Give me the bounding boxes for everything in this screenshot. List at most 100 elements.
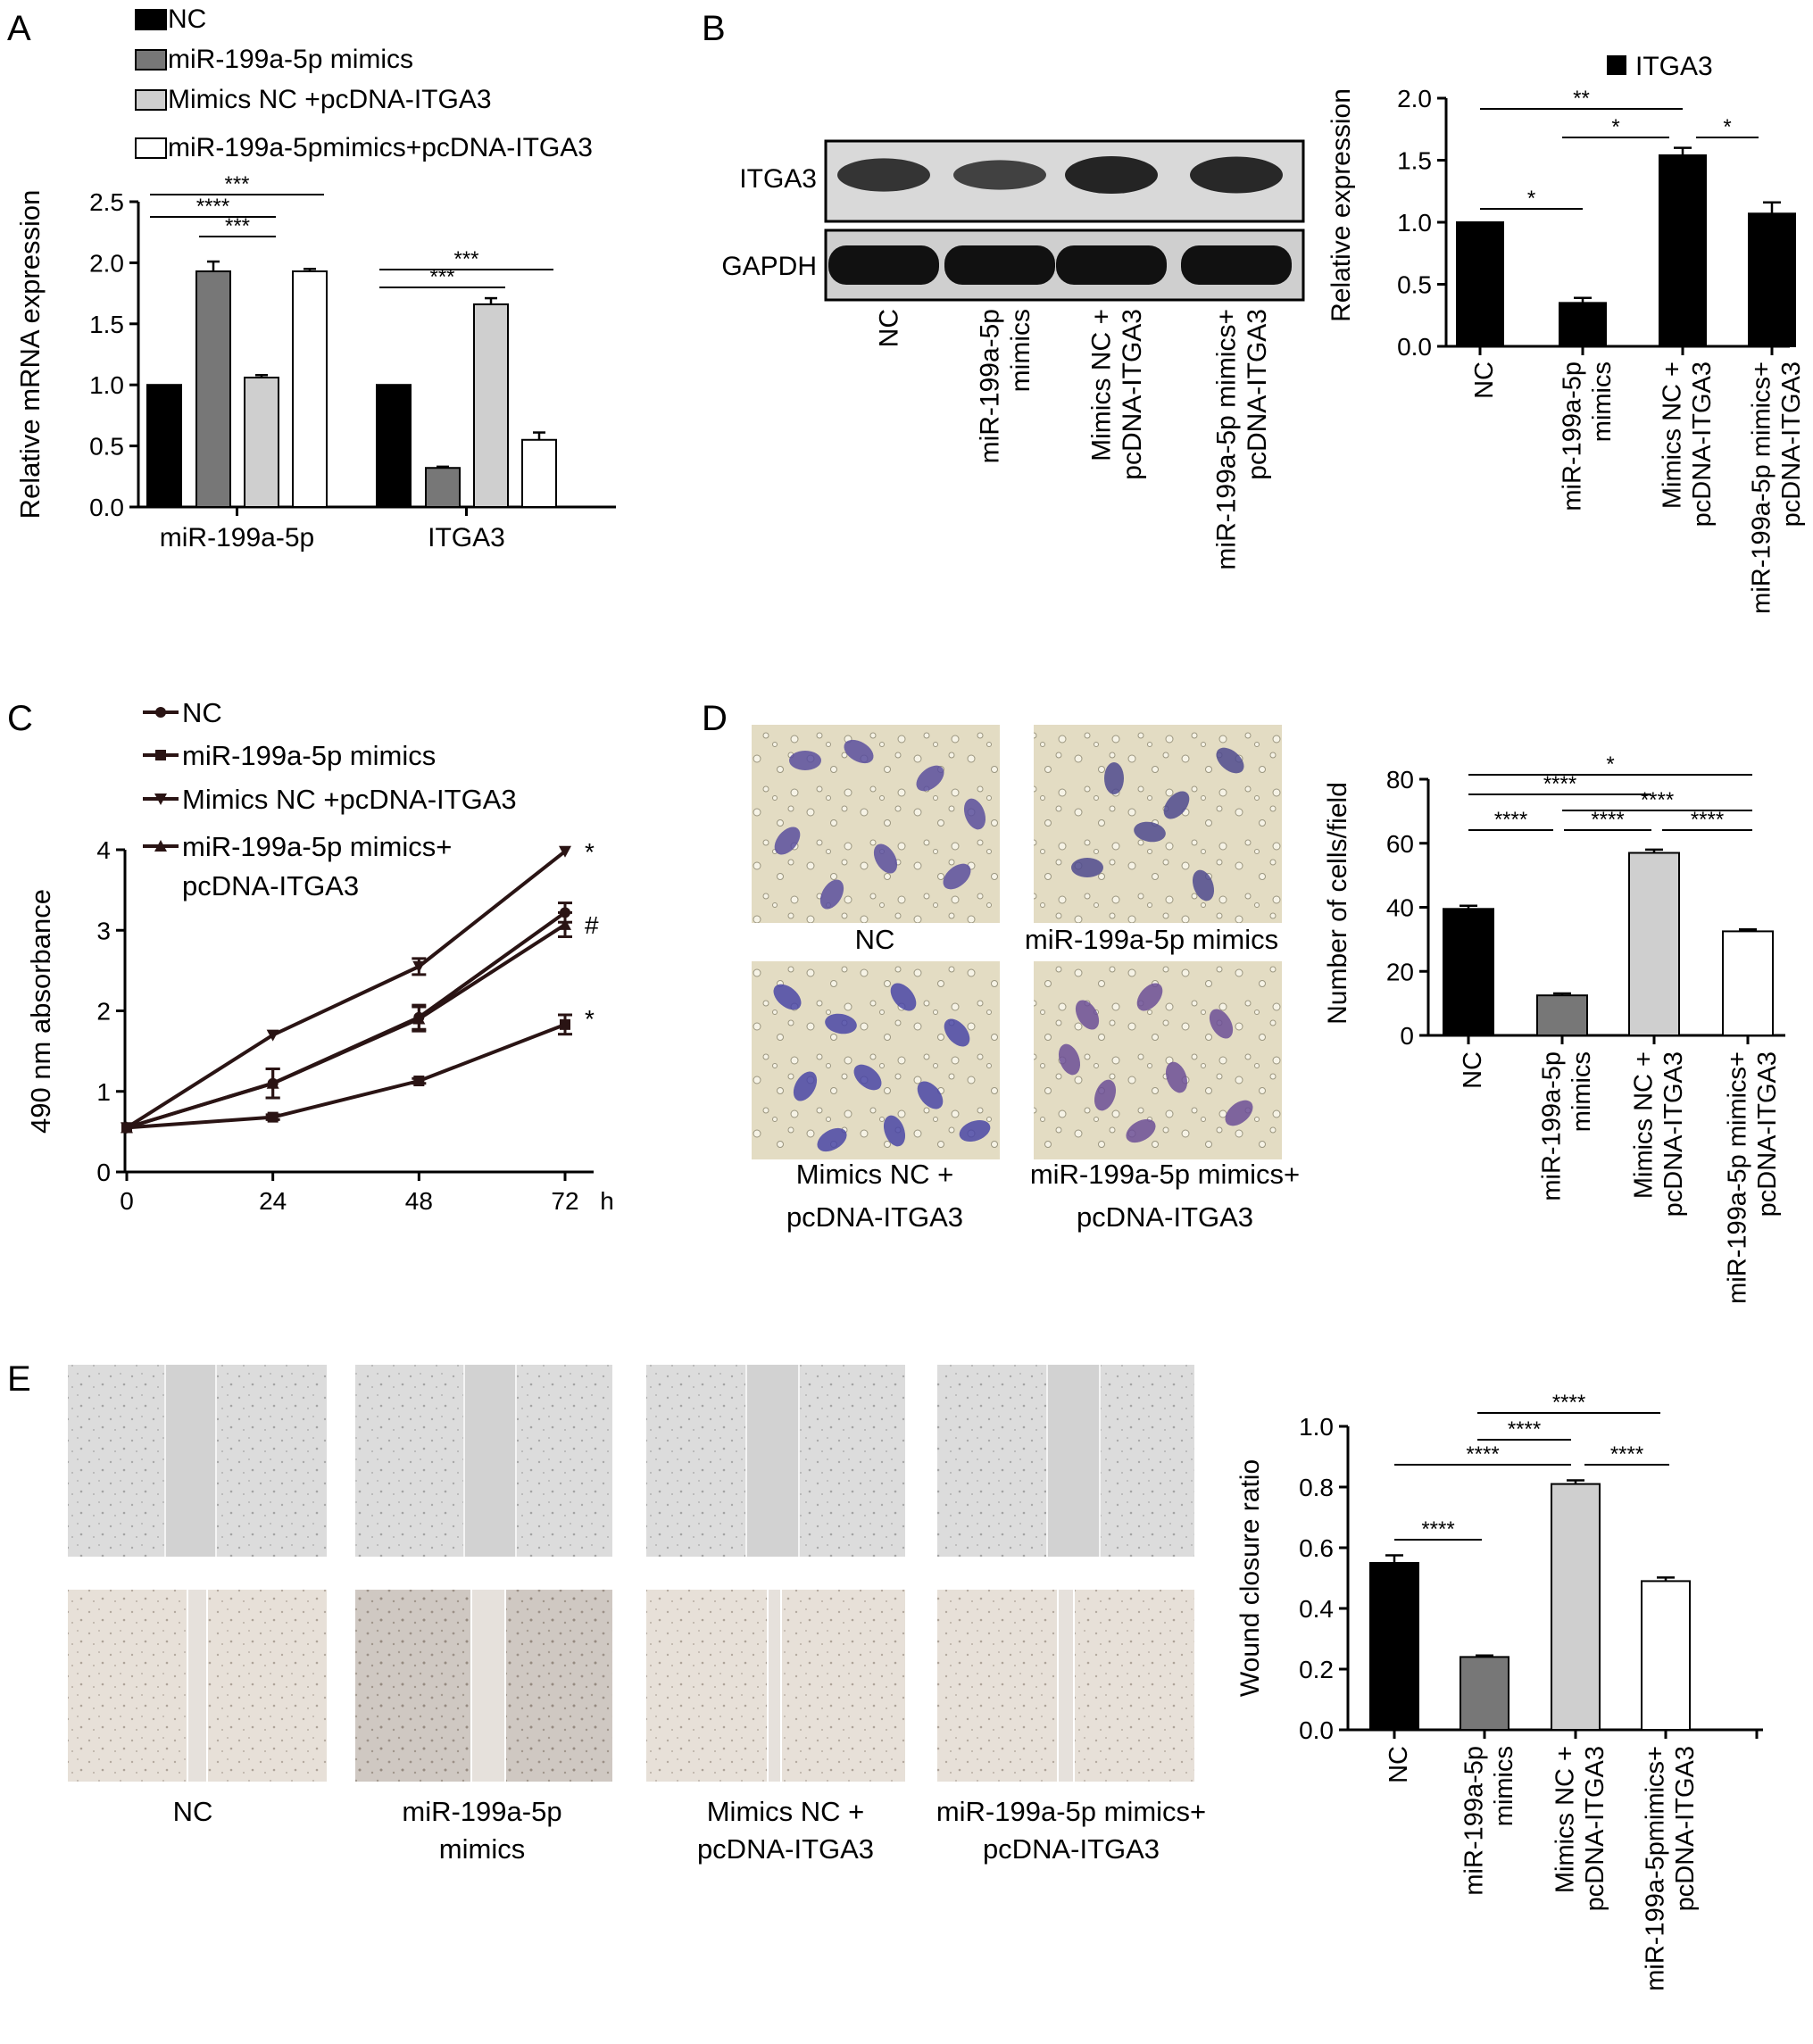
micrograph-cell <box>1126 1118 1156 1143</box>
bar <box>1536 994 1588 1036</box>
series-line <box>126 1022 566 1130</box>
chart-c-x-tick-label: 48 <box>405 1187 433 1215</box>
legend-label: NC <box>182 697 222 728</box>
data-point <box>412 960 426 973</box>
chart-d-x-tick-label: miR-199a-5p mimics+ pcDNA-ITGA3 <box>1723 1051 1781 1304</box>
blot-lane-label: NC <box>875 309 904 347</box>
micrograph-cell <box>1192 869 1215 902</box>
micrograph-caption-mimics-itga3: miR-199a-5p mimics+ pcDNA-ITGA3 <box>1030 1159 1300 1233</box>
legend-marker <box>155 707 166 718</box>
micrograph-cell <box>944 1018 970 1047</box>
chart-b-y-tick-label: 0.5 <box>1397 271 1432 299</box>
blot-lane-label-line: pcDNA-ITGA3 <box>1118 309 1147 480</box>
chart-e-x-tick-label: miR-199a-5pmimics+ pcDNA-ITGA3 <box>1641 1746 1699 1991</box>
panel-label-a: A <box>7 9 31 48</box>
chart-b-legend-swatch <box>1607 55 1626 75</box>
bar <box>1559 302 1607 348</box>
legend-marker <box>154 840 167 852</box>
micrograph-cell <box>1165 1061 1188 1093</box>
chart-d-x-tick-label-line: miR-199a-5p mimics+ <box>1723 1051 1751 1304</box>
chart-d-significance-label: **** <box>1543 772 1576 796</box>
chart-a-y-tick-label: 0.0 <box>89 494 124 521</box>
chart-c-x-tick-label: 24 <box>259 1187 287 1215</box>
chart-a-significance-label: *** <box>224 172 249 196</box>
blot-lane-label-line: miR-199a-5p <box>975 309 1004 463</box>
chart-panel-b: 0.0 0.5 1.0 1.5 2.0 NC miR-199a-5p mimics Mimics… <box>1326 52 1806 614</box>
chart-c-y-tick-label: 0 <box>96 1159 111 1186</box>
micrograph-cell <box>1225 1100 1253 1126</box>
chart-d-significance-label: **** <box>1591 808 1624 832</box>
panel-label-b: B <box>702 9 726 48</box>
series-line <box>125 850 567 1130</box>
legend-swatch <box>135 89 167 111</box>
wound-caption: NC <box>173 1796 213 1827</box>
chart-d-significance-label: **** <box>1641 788 1674 812</box>
wound-images-panel-e: NC miR-199a-5p mimics Mimics NC + pcDNA-ITGA… <box>68 1365 1206 1865</box>
data-point <box>266 1076 279 1089</box>
chart-d-y-axis-label: Number of cells/field <box>1323 782 1352 1025</box>
bar <box>1551 1483 1601 1731</box>
micrograph-cell <box>773 984 802 1010</box>
bar <box>1443 908 1494 1037</box>
bar <box>1641 1580 1691 1732</box>
series-line <box>126 923 567 1130</box>
micrograph-cell <box>1216 747 1244 774</box>
wound-gap-24h <box>1058 1590 1074 1782</box>
wound-gap-0h <box>165 1365 216 1557</box>
blot-row-label-gapdh: GAPDH <box>721 252 817 281</box>
chart-b-y-tick-label: 2.0 <box>1397 85 1432 112</box>
bar <box>376 384 412 509</box>
data-point <box>559 845 571 858</box>
bar <box>292 270 328 508</box>
blot-band-itga3 <box>837 158 930 192</box>
data-point <box>266 1029 279 1042</box>
chart-b-y-axis-label: Relative expression <box>1326 88 1356 322</box>
chart-a-y-tick-label: 0.5 <box>89 433 124 461</box>
chart-c-y-tick-label: 4 <box>96 836 111 864</box>
micrograph-cell <box>1136 983 1163 1011</box>
chart-e-x-tick-label-line: mimics <box>1490 1746 1518 1826</box>
wound-gap-0h <box>746 1365 799 1557</box>
chart-d-y-tick-label: 40 <box>1386 894 1414 922</box>
chart-b-x-tick-label: miR-199a-5p mimics <box>1558 361 1616 511</box>
chart-d-y-tick-label: 0 <box>1400 1022 1414 1050</box>
chart-e-y-tick-label: 1.0 <box>1299 1413 1334 1441</box>
blot-lane-label-line: NC <box>875 309 904 347</box>
chart-b-x-tick-label: Mimics NC + pcDNA-ITGA3 <box>1658 361 1716 527</box>
bar <box>521 438 557 509</box>
legend-label: miR-199a-5p mimics <box>168 45 413 74</box>
chart-e-x-tick-label: NC <box>1385 1746 1413 1783</box>
chart-d-x-tick-label-line: miR-199a-5p <box>1537 1051 1566 1201</box>
chart-d-x-tick-label-line: pcDNA-ITGA3 <box>1753 1051 1782 1217</box>
chart-b-significance-label: * <box>1527 187 1535 211</box>
chart-a-significance-label: *** <box>453 247 478 271</box>
chart-a-y-tick-label: 1.5 <box>89 311 124 338</box>
chart-b-x-tick-label-line: pcDNA-ITGA3 <box>1777 361 1806 527</box>
bar <box>1722 930 1774 1036</box>
chart-e-x-tick-label-line: miR-199a-5p <box>1460 1746 1488 1896</box>
chart-e-significance-label: **** <box>1552 1391 1585 1415</box>
wound-caption: Mimics NC + pcDNA-ITGA3 <box>697 1796 874 1865</box>
chart-c-x-unit: h <box>600 1187 614 1215</box>
data-point <box>267 1111 279 1123</box>
micrograph-cell <box>873 843 898 874</box>
blot-lane-label-line: pcDNA-ITGA3 <box>1243 309 1272 480</box>
micrograph-cell <box>890 983 917 1011</box>
data-point <box>559 918 571 930</box>
micrograph-cell <box>1071 858 1103 877</box>
blot-row-label-itga3: ITGA3 <box>739 164 817 194</box>
legend-marker <box>154 794 167 805</box>
chart-c-y-axis-label: 490 nm absorbance <box>25 889 56 1134</box>
blot-band-gapdh <box>1056 245 1167 285</box>
micrograph-cell <box>817 1127 847 1152</box>
micrograph-cell <box>963 798 986 830</box>
bar <box>425 467 461 508</box>
bar <box>1369 1562 1419 1731</box>
micrograph-cell <box>883 1115 906 1147</box>
chart-e-x-tick-label: Mimics NC + pcDNA-ITGA3 <box>1551 1746 1609 1911</box>
micrograph-caption-mimics: miR-199a-5p mimics <box>1025 924 1278 955</box>
legend-label: miR-199a-5p mimics <box>182 740 436 771</box>
bar <box>473 303 509 508</box>
micrograph-cell <box>774 827 801 855</box>
chart-d-y-tick-label: 20 <box>1386 958 1414 985</box>
